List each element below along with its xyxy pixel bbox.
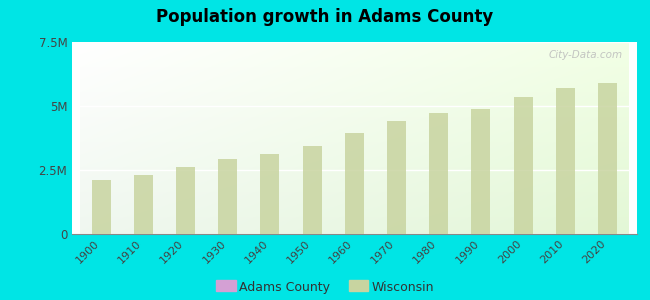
Bar <box>302 146 322 234</box>
Bar <box>556 88 575 234</box>
Bar <box>471 109 490 234</box>
Bar <box>134 176 153 234</box>
Bar <box>514 97 532 234</box>
Bar <box>218 159 237 234</box>
Bar <box>429 113 448 234</box>
Bar <box>344 133 364 234</box>
Legend: Adams County, Wisconsin: Adams County, Wisconsin <box>216 281 434 294</box>
Bar <box>598 83 617 234</box>
Bar <box>176 167 195 234</box>
Bar <box>92 180 110 234</box>
Bar <box>261 154 280 234</box>
Text: City-Data.com: City-Data.com <box>549 50 623 60</box>
Text: Population growth in Adams County: Population growth in Adams County <box>157 8 493 26</box>
Bar <box>387 121 406 234</box>
